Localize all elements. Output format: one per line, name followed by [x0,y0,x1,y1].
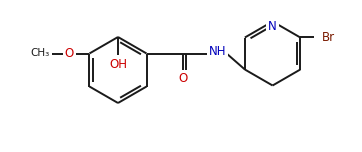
Text: O: O [65,47,74,60]
Text: CH₃: CH₃ [31,48,50,59]
Text: Br: Br [322,31,335,44]
Text: OH: OH [109,57,127,71]
Text: N: N [268,20,277,33]
Text: NH: NH [209,45,226,58]
Text: O: O [178,72,187,85]
